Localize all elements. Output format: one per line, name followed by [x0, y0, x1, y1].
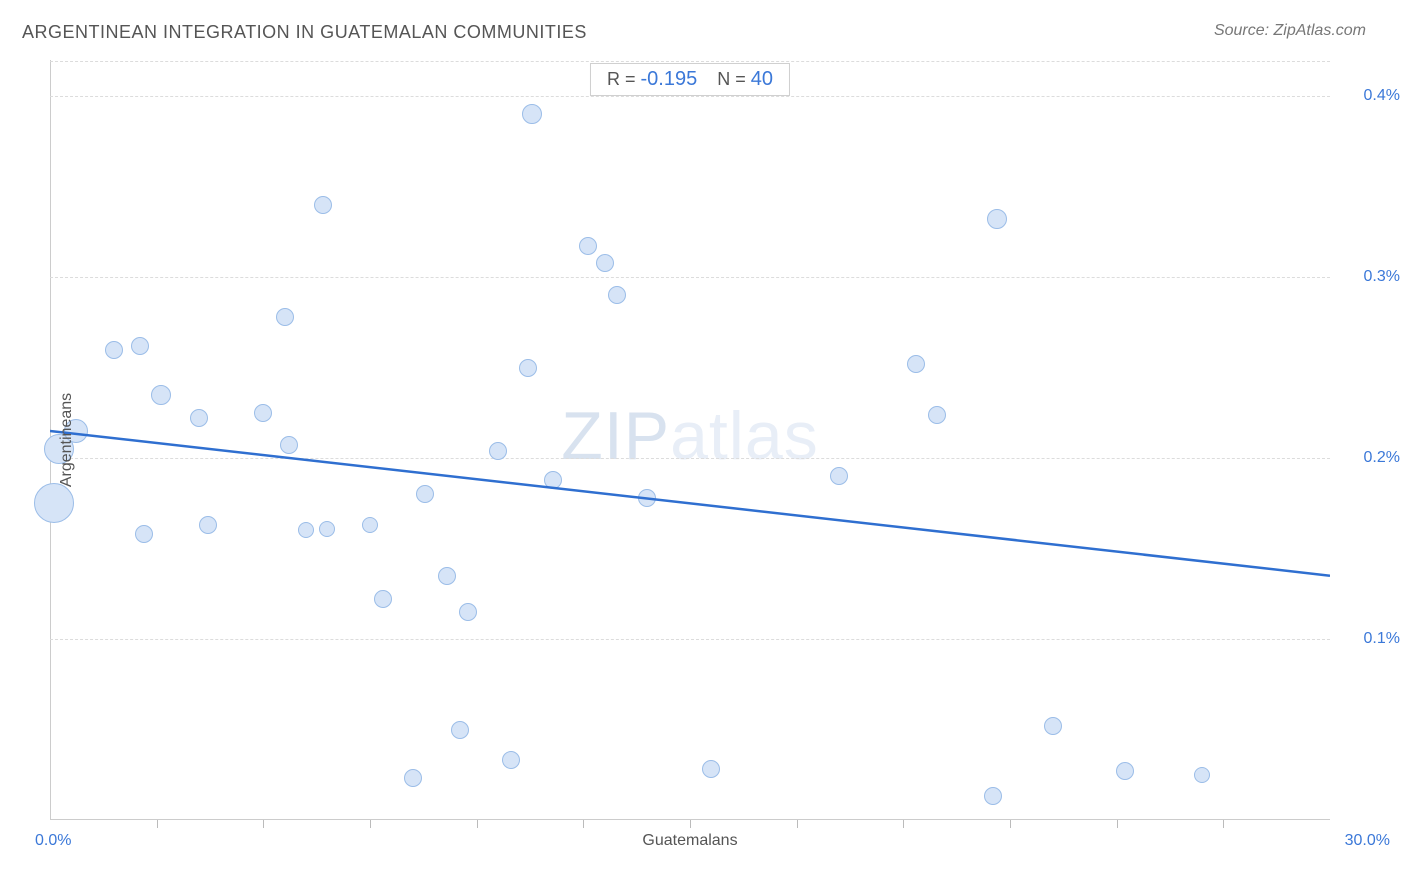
y-tick-label: 0.4% — [1340, 87, 1400, 105]
gridline — [50, 277, 1330, 278]
plot-area: ZIPatlas 0.1%0.2%0.3%0.4% R = -0.195 N =… — [50, 60, 1330, 820]
data-point[interactable] — [34, 483, 74, 523]
data-point[interactable] — [105, 341, 123, 359]
data-point[interactable] — [984, 787, 1002, 805]
x-tick — [1010, 820, 1011, 828]
stats-box: R = -0.195 N = 40 — [590, 63, 790, 96]
data-point[interactable] — [362, 517, 378, 533]
data-point[interactable] — [199, 516, 217, 534]
data-point[interactable] — [438, 567, 456, 585]
trend-line-svg — [50, 60, 1330, 820]
x-tick — [263, 820, 264, 828]
data-point[interactable] — [314, 196, 332, 214]
data-point[interactable] — [579, 237, 597, 255]
data-point[interactable] — [928, 406, 946, 424]
data-point[interactable] — [374, 590, 392, 608]
stat-n: N = 40 — [717, 68, 773, 91]
data-point[interactable] — [638, 489, 656, 507]
watermark-atlas: atlas — [670, 398, 819, 474]
data-point[interactable] — [907, 355, 925, 373]
data-point[interactable] — [319, 521, 335, 537]
data-point[interactable] — [451, 721, 469, 739]
data-point[interactable] — [522, 104, 542, 124]
x-tick — [903, 820, 904, 828]
x-tick — [797, 820, 798, 828]
data-point[interactable] — [135, 525, 153, 543]
data-point[interactable] — [276, 308, 294, 326]
stat-r-value: -0.195 — [641, 68, 698, 90]
y-tick-label: 0.3% — [1340, 268, 1400, 286]
data-point[interactable] — [544, 471, 562, 489]
watermark: ZIPatlas — [561, 397, 818, 475]
data-point[interactable] — [519, 359, 537, 377]
y-tick-label: 0.1% — [1340, 630, 1400, 648]
data-point[interactable] — [502, 751, 520, 769]
x-tick — [157, 820, 158, 828]
data-point[interactable] — [702, 760, 720, 778]
x-tick — [1117, 820, 1118, 828]
data-point[interactable] — [987, 209, 1007, 229]
x-tick — [477, 820, 478, 828]
data-point[interactable] — [1194, 767, 1210, 783]
x-axis-start-label: 0.0% — [35, 832, 71, 850]
stat-n-value: 40 — [751, 68, 773, 90]
stat-r: R = -0.195 — [607, 68, 697, 91]
data-point[interactable] — [830, 467, 848, 485]
watermark-zip: ZIP — [561, 398, 670, 474]
source-attribution: Source: ZipAtlas.com — [1214, 22, 1366, 40]
data-point[interactable] — [608, 286, 626, 304]
data-point[interactable] — [298, 522, 314, 538]
gridline — [50, 458, 1330, 459]
data-point[interactable] — [489, 442, 507, 460]
data-point[interactable] — [131, 337, 149, 355]
data-point[interactable] — [1116, 762, 1134, 780]
data-point[interactable] — [151, 385, 171, 405]
data-point[interactable] — [280, 436, 298, 454]
data-point[interactable] — [416, 485, 434, 503]
y-tick-label: 0.2% — [1340, 449, 1400, 467]
y-axis-title: Argentineans — [58, 393, 76, 487]
data-point[interactable] — [404, 769, 422, 787]
stat-r-label: R = — [607, 69, 636, 89]
gridline — [50, 96, 1330, 97]
data-point[interactable] — [254, 404, 272, 422]
data-point[interactable] — [459, 603, 477, 621]
data-point[interactable] — [1044, 717, 1062, 735]
x-axis-end-label: 30.0% — [1345, 832, 1390, 850]
data-point[interactable] — [190, 409, 208, 427]
gridline — [50, 61, 1330, 62]
chart-title: ARGENTINEAN INTEGRATION IN GUATEMALAN CO… — [22, 22, 587, 43]
x-tick — [690, 820, 691, 828]
x-tick — [1223, 820, 1224, 828]
x-tick — [370, 820, 371, 828]
stat-n-label: N = — [717, 69, 746, 89]
x-tick — [583, 820, 584, 828]
data-point[interactable] — [596, 254, 614, 272]
x-axis-title: Guatemalans — [642, 832, 737, 850]
gridline — [50, 639, 1330, 640]
trend-line — [50, 431, 1330, 576]
